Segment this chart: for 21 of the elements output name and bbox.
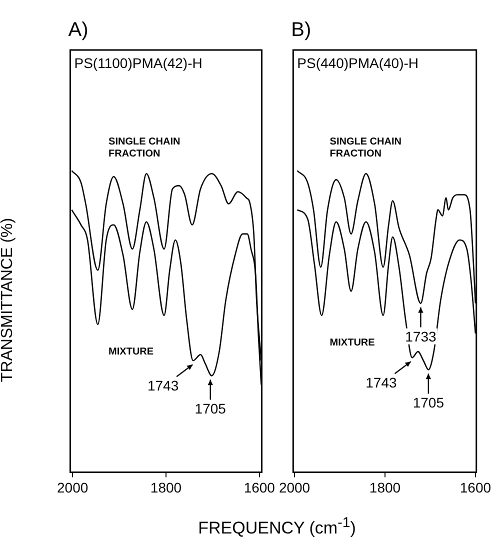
y-axis-title: TRANSMITTANCE (%): [0, 218, 17, 382]
chart-title: A): [68, 19, 88, 41]
annotation: 1705: [412, 394, 444, 411]
text: SINGLE CHAIN FRACTION: [330, 136, 402, 160]
annotation: 1743: [147, 378, 179, 394]
annotation: 1705: [194, 400, 226, 417]
x-tick-label: 1600: [244, 479, 276, 496]
x-axis-title: FREQUENCY (cm$^{-1}$): [197, 515, 357, 539]
x-tick-label: 1800: [369, 479, 401, 496]
text: MIXTURE: [108, 346, 154, 358]
annotation: 1743: [366, 374, 397, 391]
annotation: 1733: [405, 328, 437, 344]
chart-title: B): [291, 19, 312, 41]
chart-subtitle: PS(440)PMA(40)-H: [297, 55, 419, 71]
series-label: SINGLE CHAIN FRACTION: [108, 136, 180, 160]
x-tick-label: 2000: [57, 479, 88, 496]
text: MIXTURE: [330, 337, 376, 348]
x-tick-label: 1800: [150, 479, 182, 496]
chart-subtitle: PS(1100)PMA(42)-H: [74, 55, 202, 71]
x-tick-label: 2000: [278, 479, 310, 496]
x-tick-label: 1600: [460, 479, 492, 496]
